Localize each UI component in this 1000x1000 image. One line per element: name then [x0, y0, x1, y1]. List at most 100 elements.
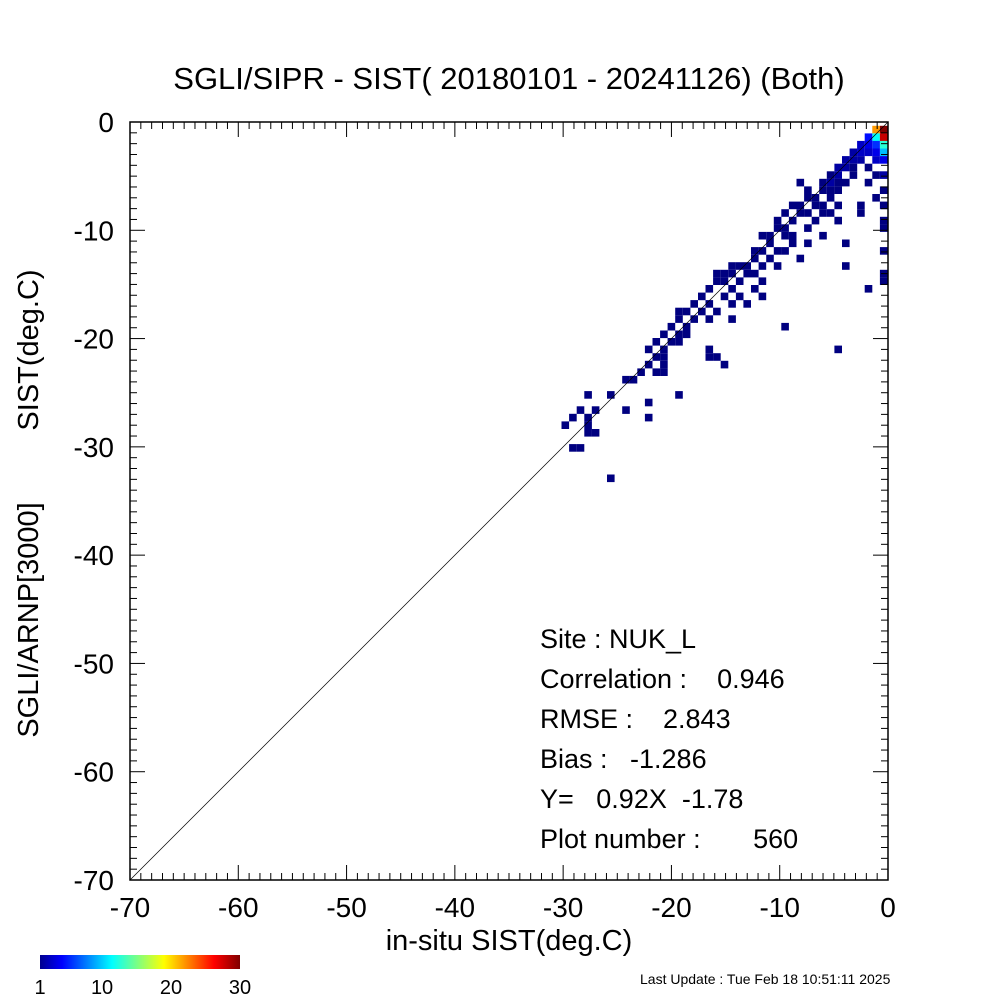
heatmap-cell — [561, 421, 570, 429]
heatmap-cell — [652, 338, 661, 346]
heatmap-cell — [864, 148, 873, 157]
x-tick-label: -50 — [326, 892, 366, 923]
heatmap-cell — [660, 360, 668, 369]
heatmap-cell — [728, 262, 736, 270]
heatmap-cell — [607, 474, 615, 483]
heatmap-cell — [773, 216, 782, 225]
heatmap-cell — [652, 368, 661, 376]
heatmap-cell — [690, 315, 698, 323]
heatmap-cell — [849, 148, 858, 157]
heatmap-cell — [864, 140, 873, 149]
y-tick-label: -10 — [74, 215, 114, 246]
heatmap-cell — [834, 345, 842, 354]
heatmap-cell — [849, 156, 858, 164]
heatmap-cell — [766, 239, 774, 248]
heatmap-cell — [667, 322, 676, 331]
heatmap-cell — [758, 262, 767, 270]
heatmap-cell — [675, 307, 683, 316]
heatmap-cell — [607, 391, 615, 399]
chart-title: SGLI/SIPR - SIST( 20180101 - 20241126) (… — [173, 61, 844, 96]
heatmap-cell — [788, 231, 797, 240]
heatmap-cell — [781, 224, 789, 232]
heatmap-cell — [735, 262, 744, 270]
colorbar-tick-label: 1 — [34, 977, 45, 999]
heatmap-cell — [872, 140, 880, 149]
heatmap-cell — [675, 330, 683, 339]
heatmap-cell — [811, 201, 820, 210]
axis-ticks — [129, 121, 889, 881]
heatmap-cell — [751, 254, 759, 263]
heatmap-cell — [819, 186, 827, 194]
heatmap-cell — [728, 300, 736, 308]
heatmap-cell — [751, 285, 759, 293]
heatmap-cell — [584, 429, 592, 437]
heatmap-cell — [751, 247, 759, 255]
heatmap-cell — [660, 353, 668, 361]
heatmap-cell — [842, 239, 850, 248]
heatmap-cell — [864, 285, 873, 293]
heatmap-cell — [811, 216, 820, 225]
heatmap-cell — [644, 413, 653, 422]
heatmap-cell — [728, 269, 736, 278]
y-tick-labels: -70 -60 -50 -40 -30 -20 -10 0 — [74, 107, 114, 896]
heatmap-cell — [758, 277, 767, 285]
stat-regression: Y= 0.92X -1.78 — [540, 784, 743, 814]
x-tick-label: -70 — [110, 892, 150, 923]
heatmap-cell — [584, 391, 592, 399]
heatmap-cell — [675, 338, 683, 346]
y-tick-label: -70 — [74, 865, 114, 896]
heatmap-cell — [879, 171, 888, 179]
heatmap-cell — [834, 201, 842, 210]
heatmap-cell — [766, 231, 774, 240]
colorbar-tick-label: 30 — [229, 977, 251, 999]
heatmap-cell — [644, 398, 653, 407]
heatmap-cell — [826, 171, 835, 179]
colorbar — [40, 955, 240, 969]
heatmap-cell — [857, 140, 865, 149]
heatmap-cell — [864, 163, 873, 172]
stat-bias: Bias : -1.286 — [540, 744, 707, 774]
heatmap-cell — [879, 216, 888, 225]
heatmap-cell — [804, 209, 812, 217]
heatmap-cell — [773, 224, 782, 232]
heatmap-cell — [872, 194, 880, 202]
heatmap-cell — [698, 307, 706, 316]
x-tick-label: 0 — [880, 892, 896, 923]
heatmap-cell — [660, 368, 668, 376]
heatmap-cell — [690, 300, 698, 308]
stat-correlation: Correlation : 0.946 — [540, 664, 785, 694]
heatmap-cell — [781, 322, 789, 331]
heatmap-cell — [857, 148, 865, 157]
heatmap-cell — [660, 345, 668, 354]
heatmap-cell — [857, 156, 865, 164]
heatmap-cell — [796, 201, 805, 210]
heatmap-cell — [629, 375, 638, 384]
heatmap-cell — [682, 307, 691, 316]
colorbar-tick-label: 20 — [160, 977, 182, 999]
x-tick-label: -60 — [218, 892, 258, 923]
stat-plot-number: Plot number : 560 — [540, 824, 798, 854]
heatmap-cell — [879, 277, 888, 285]
heatmap-cell — [667, 338, 676, 346]
heatmap-cell — [796, 178, 805, 187]
heatmap-cell — [766, 254, 774, 263]
heatmap-cell — [591, 406, 600, 414]
heatmap-cell — [834, 216, 842, 225]
y-tick-label: -40 — [74, 540, 114, 571]
heatmap-cell — [872, 125, 880, 134]
heatmap-cell — [834, 178, 842, 187]
heatmap-cell — [713, 307, 721, 316]
one-to-one-line — [129, 121, 889, 881]
heatmap-cell — [743, 300, 751, 308]
heatmap-cell — [879, 148, 888, 157]
heatmap-cell — [675, 315, 683, 323]
heatmap-cell — [720, 292, 729, 301]
stat-site: Site : NUK_L — [540, 624, 696, 654]
heatmap-cell — [705, 353, 714, 361]
heatmap-cell — [781, 209, 789, 217]
heatmap-cell — [637, 368, 645, 376]
heatmap-cell — [728, 315, 736, 323]
y-tick-label: -20 — [74, 324, 114, 355]
heatmap-cell — [576, 406, 585, 414]
